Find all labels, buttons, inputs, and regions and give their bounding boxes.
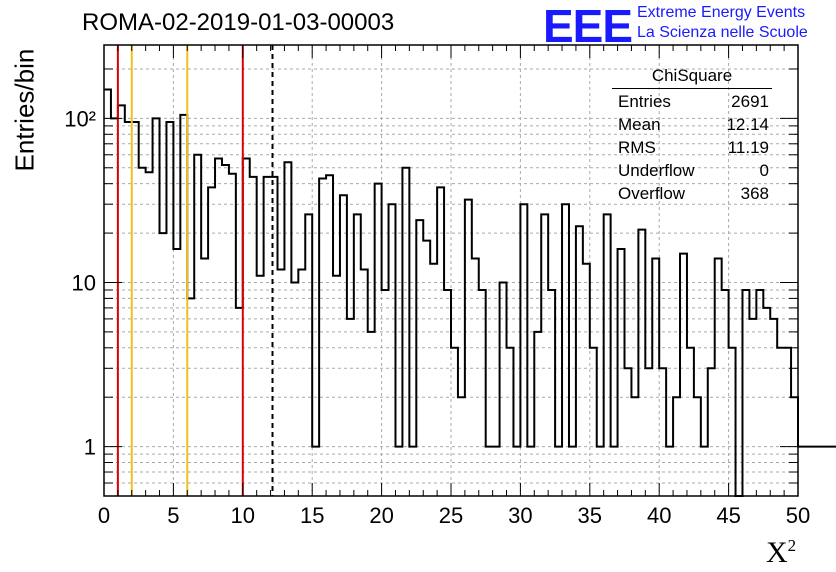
stats-box: ChiSquare Entries 2691 Mean 12.14 RMS 11.19… — [612, 66, 772, 205]
y-tick-label: 1 — [84, 435, 96, 460]
histogram-outline — [104, 88, 836, 497]
x-tick-label: 20 — [369, 503, 393, 528]
run-title: ROMA-02-2019-01-03-00003 — [82, 9, 395, 36]
stats-label: Overflow — [618, 184, 686, 203]
stats-value: 2691 — [731, 92, 769, 111]
logo-line-1: Extreme Energy Events — [637, 4, 806, 21]
y-tick-label: 10² — [64, 106, 96, 131]
axes: 0 5 10 15 20 25 30 35 40 45 50 1 10 10² — [64, 44, 810, 528]
x-tick-label: 50 — [786, 503, 810, 528]
x-tick-label: 30 — [508, 503, 532, 528]
x-tick-label: 45 — [716, 503, 740, 528]
stats-row: Mean 12.14 — [612, 113, 772, 136]
eee-logo: EEE — [543, 0, 633, 52]
stats-value: 0 — [759, 161, 769, 180]
logo-caption: Extreme Energy Events La Scienza nelle S… — [637, 3, 808, 43]
stats-label: Entries — [618, 92, 671, 111]
x-tick-label: 40 — [647, 503, 671, 528]
stats-label: Mean — [618, 115, 661, 134]
stats-label: Underflow — [618, 161, 695, 180]
y-tick-label: 10 — [72, 270, 96, 295]
stats-row: RMS 11.19 — [612, 136, 772, 159]
x-axis-label: X2 — [766, 536, 797, 569]
stats-row: Overflow 368 — [612, 182, 772, 205]
x-tick-label: 10 — [231, 503, 255, 528]
x-tick-label: 5 — [167, 503, 179, 528]
reference-lines — [116, 45, 274, 496]
histogram-bars — [104, 88, 836, 497]
stats-value: 12.14 — [726, 115, 769, 134]
stats-value: 368 — [740, 184, 769, 203]
y-axis-label: Entries/bin — [9, 48, 40, 172]
x-tick-label: 35 — [578, 503, 602, 528]
stats-row: Underflow 0 — [612, 159, 772, 182]
stats-row: Entries 2691 — [612, 90, 772, 113]
x-tick-label: 25 — [439, 503, 463, 528]
x-tick-label: 0 — [98, 503, 110, 528]
stats-label: RMS — [618, 138, 656, 157]
logo-line-2: La Scienza nelle Scuole — [637, 24, 808, 41]
stats-value: 11.19 — [727, 138, 769, 157]
grid-lines — [104, 45, 798, 496]
x-tick-label: 15 — [300, 503, 324, 528]
stats-title: ChiSquare — [612, 66, 772, 89]
